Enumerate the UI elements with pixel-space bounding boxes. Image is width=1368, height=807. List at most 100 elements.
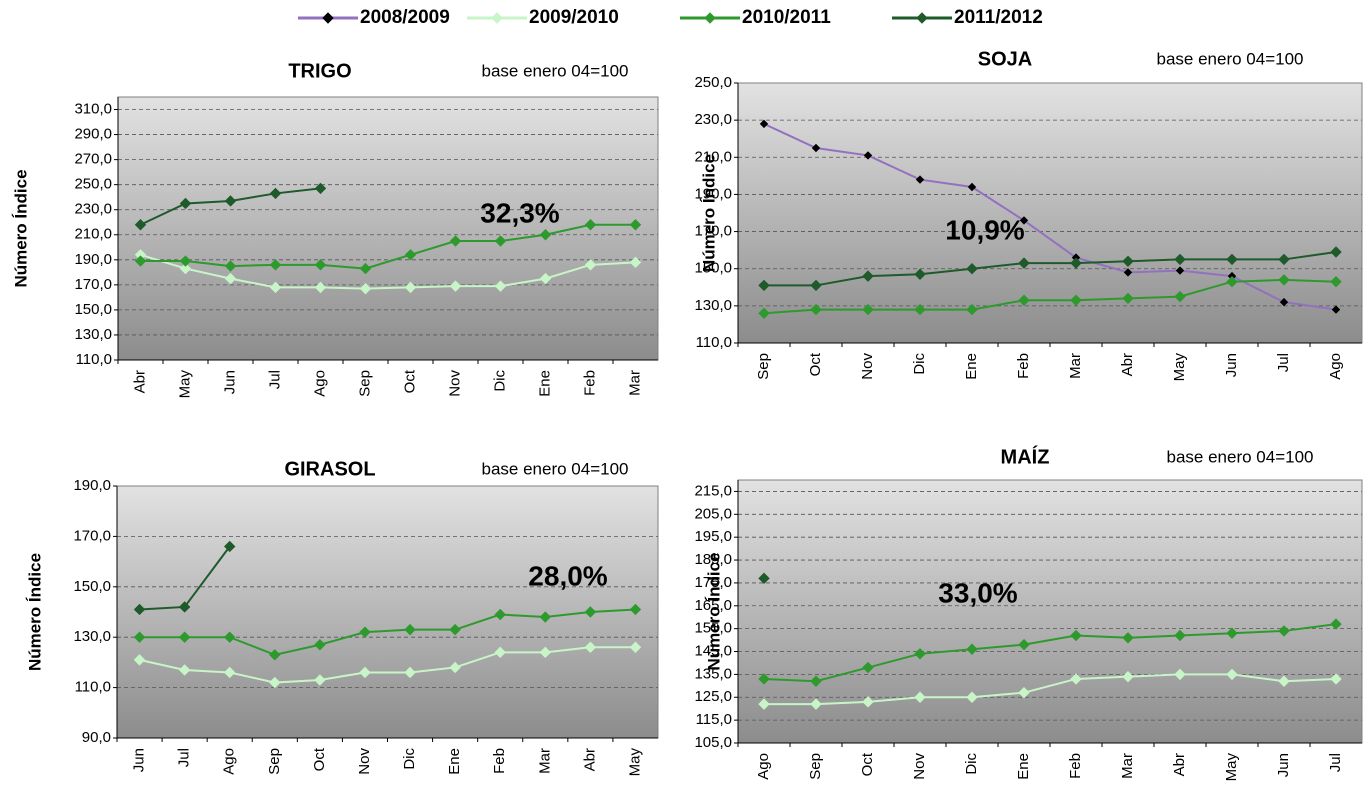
data-point [1226,276,1238,288]
data-point [914,268,926,280]
series-line [140,223,636,270]
y-tick-label: 135,0 [694,665,732,682]
y-axis-label: Número Índice [699,154,718,272]
data-point [359,626,371,638]
y-axis-label: Número Índice [25,553,44,671]
data-point [359,666,371,679]
data-point [1018,638,1030,651]
data-point [584,259,597,271]
x-tick-label: Sep [807,753,824,780]
y-tick-label: 155,0 [694,620,732,637]
data-point [966,263,978,275]
data-point [584,219,597,231]
data-point [179,255,192,267]
x-tick-label: Feb [491,748,508,774]
x-tick-label: Ene [1015,753,1032,780]
y-tick-label: 210,0 [74,226,112,243]
data-point [759,119,769,129]
x-tick-label: Oct [311,747,328,771]
chart-subtitle: base enero 04=100 [1167,447,1314,466]
y-tick-label: 130,0 [694,297,732,314]
y-tick-label: 170,0 [73,527,111,544]
annotation: 33,0% [938,577,1017,608]
data-point [1330,246,1342,258]
data-point [966,643,978,655]
data-point [359,262,372,275]
y-tick-label: 205,0 [694,505,732,522]
x-tick-label: May [626,748,643,777]
x-tick-label: Jul [266,370,283,389]
data-point [404,249,417,261]
y-tick-label: 130,0 [74,326,112,343]
chart-title: TRIGO [288,60,351,82]
y-tick-label: 145,0 [694,642,732,659]
y-tick-label: 290,0 [74,126,112,143]
data-point [862,661,874,674]
data-point [224,272,237,285]
chart-subtitle: base enero 04=100 [482,61,629,80]
y-tick-label: 250,0 [694,74,732,91]
data-point [1122,292,1134,305]
data-point [862,696,874,708]
data-point [862,303,874,316]
data-point [810,675,822,687]
legend-label: 2009/2010 [529,7,619,28]
x-tick-label: Abr [581,748,598,771]
y-tick-label: 110,0 [75,679,111,696]
y-tick-label: 150,0 [74,301,112,318]
x-tick-label: Jul [176,748,193,767]
data-point [1330,673,1342,685]
data-point [494,646,506,659]
data-point [1279,297,1289,307]
data-point [178,664,191,676]
x-tick-label: Sep [755,353,772,380]
data-point [449,280,462,292]
series-line [139,608,636,656]
data-point [133,631,146,643]
x-tick-label: Nov [356,748,373,775]
data-point [914,648,926,660]
data-point [914,303,926,316]
data-point [966,691,978,703]
series-line [763,623,1337,683]
series-line [764,673,1337,706]
data-point [314,674,326,686]
data-point [1174,629,1186,642]
data-point [629,641,642,653]
y-tick-label: 115,0 [696,711,732,728]
legend-marker [322,12,334,24]
data-point [810,279,822,292]
data-point [1174,290,1186,303]
data-point [1070,673,1082,685]
legend: 2008/2009 2009/2010 2010/2011 2011/2012 [298,7,1043,28]
x-tick-label: Jul [1275,353,1292,372]
data-point [1070,294,1082,306]
legend-marker [491,12,503,24]
data-point [404,281,417,294]
data-point [758,673,770,685]
data-point [539,272,552,285]
data-point [1175,266,1185,275]
y-tick-label: 110,0 [696,334,732,351]
data-point [811,143,821,153]
data-point [179,262,192,275]
data-point [758,572,770,585]
x-tick-label: Dic [963,753,980,775]
data-point [404,666,416,679]
data-point [449,235,462,247]
data-point [539,229,552,241]
annotation: 32,3% [480,197,559,228]
chart-title: SOJA [978,48,1032,70]
data-point [1019,216,1029,225]
chart-panel: 110,0 130,0 150,0 170,0 190,0 210,0 230,0 250,0… [11,60,659,398]
x-tick-label: Jun [1275,753,1292,777]
x-tick-label: Ago [311,370,328,397]
data-point [269,649,281,661]
x-tick-label: Jun [1223,353,1240,377]
x-tick-label: Ago [755,753,772,780]
x-tick-label: Nov [911,753,928,780]
data-point [269,676,281,689]
data-point [133,603,146,616]
data-point [494,608,506,621]
